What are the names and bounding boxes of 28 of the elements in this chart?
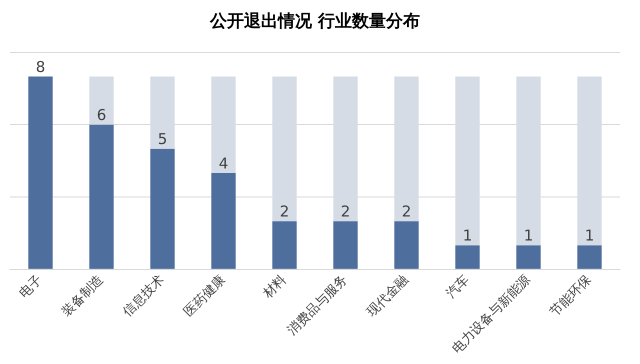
x-tick-label: 电子 (16, 272, 46, 302)
data-label: 4 (218, 154, 228, 172)
bar (333, 221, 358, 269)
bar (577, 245, 602, 269)
data-label: 8 (36, 58, 46, 76)
data-label: 1 (584, 226, 594, 245)
chart-title: 公开退出情况 行业数量分布 (209, 12, 420, 32)
data-label: 1 (524, 226, 534, 245)
bar (211, 172, 236, 269)
data-label: 2 (402, 202, 412, 221)
data-label: 1 (462, 226, 472, 245)
data-label: 2 (340, 202, 350, 221)
x-tick-label: 医药健康 (181, 272, 229, 320)
bar (272, 221, 297, 269)
x-tick-label: 现代金融 (364, 272, 412, 320)
bar (394, 221, 419, 269)
bar (28, 76, 53, 269)
x-tick-label: 汽车 (444, 272, 473, 302)
x-tick-label: 节能环保 (547, 272, 595, 320)
data-label: 2 (280, 202, 290, 221)
x-tick-label: 信息技术 (120, 272, 168, 320)
bar (516, 245, 541, 269)
x-tick-label: 装备制造 (59, 272, 107, 320)
bar (89, 124, 114, 269)
bar (150, 148, 175, 269)
bar (455, 245, 480, 269)
data-label: 6 (96, 106, 106, 124)
data-label: 5 (158, 130, 168, 148)
